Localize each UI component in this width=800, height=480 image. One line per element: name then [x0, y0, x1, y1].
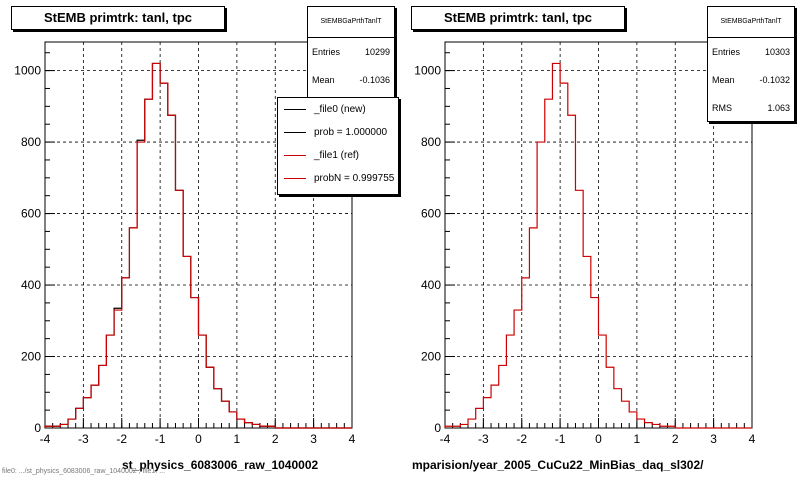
y-tick-label: 0 [434, 421, 441, 435]
histogram-panel-left: -4 -3 -2 -1 0 1 2 3 4 0 200 400 600 800 1000 StEMB pri… [11, 6, 399, 472]
stats-name: StEMBGaPrthTanlT [708, 7, 794, 38]
y-tick-label: 800 [21, 135, 41, 149]
legend-swatch [284, 178, 306, 179]
stats-value: -0.1032 [759, 75, 790, 85]
x-tick-label: 2 [272, 432, 279, 446]
x-tick-label: 1 [634, 432, 641, 446]
x-tick-label: 0 [595, 432, 602, 446]
chart-title-right: StEMB primtrk: tanl, tpc [411, 6, 625, 30]
x-tick-label: -3 [78, 432, 89, 446]
stats-label: Entries [712, 47, 741, 57]
legend-entry-file1: _file1 (ref) [278, 144, 398, 167]
x-axis-label-left: st_physics_6083006_raw_1040002 [122, 458, 319, 472]
x-tick-label: 3 [310, 432, 317, 446]
y-tick-label: 400 [21, 278, 41, 292]
legend-box: _file0 (new) prob = 1.000000 _file1 (ref… [277, 97, 399, 195]
x-tick-label: 0 [195, 432, 202, 446]
stats-label: Mean [712, 75, 735, 85]
legend-entry-probn: probN = 0.999755 [278, 167, 398, 190]
y-tick-label: 400 [421, 278, 441, 292]
stats-row-mean: Mean -0.1036 [308, 66, 394, 94]
legend-entry-prob: prob = 1.000000 [278, 121, 398, 144]
histogram-series-0 [444, 62, 752, 429]
stats-name: StEMBGaPrthTanlT [308, 7, 394, 38]
y-tick-label: 600 [421, 207, 441, 221]
y-tick-label: 0 [34, 421, 41, 435]
stats-row-entries: Entries 10303 [708, 38, 794, 66]
legend-label: prob = 1.000000 [314, 127, 388, 138]
y-tick-label: 600 [21, 207, 41, 221]
x-tick-label: -2 [516, 432, 527, 446]
stats-value: 10303 [764, 47, 790, 57]
y-tick-label: 200 [21, 350, 41, 364]
x-tick-label: -1 [155, 432, 166, 446]
y-tick-label: 1000 [414, 64, 441, 78]
legend-label: probN = 0.999755 [314, 173, 395, 184]
x-tick-label: 4 [349, 432, 356, 446]
chart-title-left: StEMB primtrk: tanl, tpc [11, 6, 225, 30]
stats-box-right: StEMBGaPrthTanlT Entries 10303 Mean -0.1… [707, 6, 795, 122]
legend-label: _file1 (ref) [314, 150, 360, 161]
stats-box-left: StEMBGaPrthTanlT Entries 10299 Mean -0.1… [307, 6, 395, 99]
stats-value: 1.063 [767, 103, 790, 113]
legend-swatch [284, 109, 306, 110]
legend-entry-file0: _file0 (new) [278, 98, 398, 121]
stats-label: Entries [312, 47, 341, 57]
x-tick-label: -4 [40, 432, 51, 446]
histogram-series-1 [44, 62, 352, 429]
histogram-panel-right: -4 -3 -2 -1 0 1 2 3 4 0 200 400 600 800 1000 StEMB pri… [400, 0, 800, 480]
x-tick-label: -4 [440, 432, 451, 446]
y-tick-label: 1000 [14, 64, 41, 78]
footer-note: file0: .../st_physics_6083006_raw_104000… [2, 468, 166, 475]
legend-swatch [284, 155, 306, 156]
legend-swatch [284, 132, 306, 133]
plot-area-right: -4 -3 -2 -1 0 1 2 3 4 0 200 400 600 800 1000 [414, 41, 756, 446]
x-tick-label: 4 [749, 432, 756, 446]
x-tick-label: 1 [234, 432, 241, 446]
x-tick-label: -1 [555, 432, 566, 446]
stats-value: 10299 [364, 47, 390, 57]
legend-label: _file0 (new) [314, 104, 366, 115]
x-tick-label: -2 [116, 432, 127, 446]
x-tick-label: 2 [672, 432, 679, 446]
stats-label: Mean [312, 75, 335, 85]
y-tick-label: 200 [421, 350, 441, 364]
x-tick-label: -3 [478, 432, 489, 446]
stats-row-entries: Entries 10299 [308, 38, 394, 66]
stats-value: -0.1036 [359, 75, 390, 85]
x-axis-label-right: mparision/year_2005_CuCu22_MinBias_daq_s… [412, 458, 704, 472]
y-tick-label: 800 [421, 135, 441, 149]
x-tick-label: 3 [710, 432, 717, 446]
stats-label: RMS [712, 103, 732, 113]
stats-row-mean: Mean -0.1032 [708, 66, 794, 94]
stats-row-rms: RMS 1.063 [708, 94, 794, 122]
